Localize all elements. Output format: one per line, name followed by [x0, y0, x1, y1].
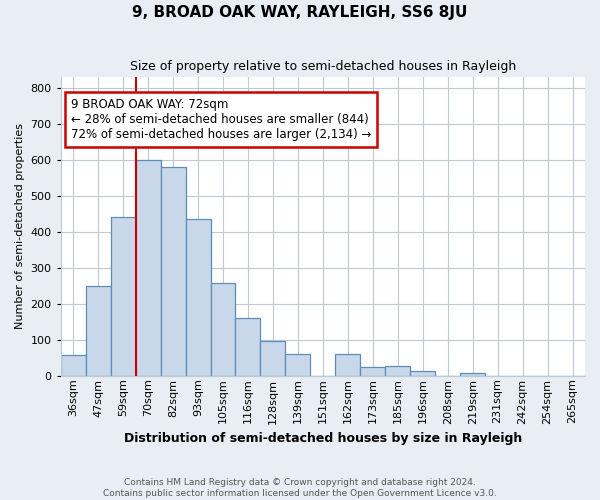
Bar	[410, 372, 435, 376]
X-axis label: Distribution of semi-detached houses by size in Rayleigh: Distribution of semi-detached houses by …	[124, 432, 522, 445]
Bar	[361, 367, 385, 376]
Text: 9 BROAD OAK WAY: 72sqm
← 28% of semi-detached houses are smaller (844)
72% of se: 9 BROAD OAK WAY: 72sqm ← 28% of semi-det…	[71, 98, 371, 141]
Bar	[385, 366, 410, 376]
Text: Contains HM Land Registry data © Crown copyright and database right 2024.
Contai: Contains HM Land Registry data © Crown c…	[103, 478, 497, 498]
Bar	[161, 167, 185, 376]
Bar	[185, 219, 211, 376]
Bar	[211, 283, 235, 376]
Bar	[61, 355, 86, 376]
Title: Size of property relative to semi-detached houses in Rayleigh: Size of property relative to semi-detach…	[130, 60, 516, 73]
Bar	[136, 160, 161, 376]
Bar	[260, 341, 286, 376]
Bar	[335, 354, 361, 376]
Bar	[286, 354, 310, 376]
Text: 9, BROAD OAK WAY, RAYLEIGH, SS6 8JU: 9, BROAD OAK WAY, RAYLEIGH, SS6 8JU	[133, 5, 467, 20]
Bar	[86, 286, 110, 376]
Bar	[235, 318, 260, 376]
Bar	[460, 373, 485, 376]
Y-axis label: Number of semi-detached properties: Number of semi-detached properties	[15, 124, 25, 330]
Bar	[110, 218, 136, 376]
